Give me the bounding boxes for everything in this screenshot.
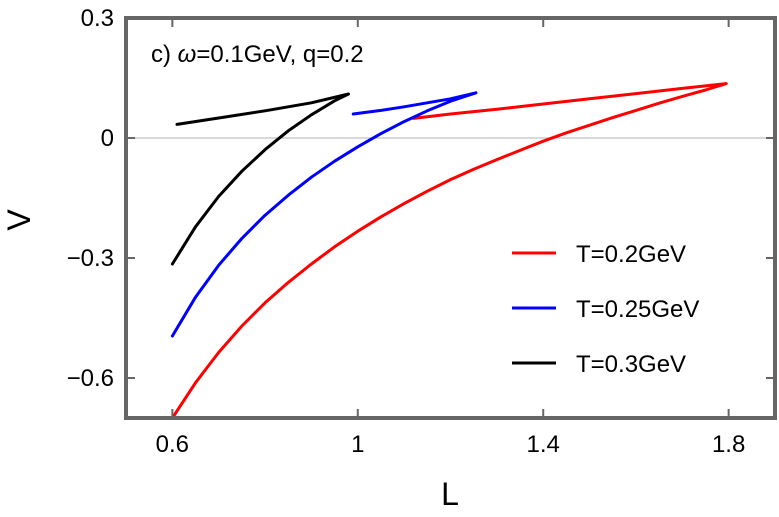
plot-frame [124,16,777,420]
x-tick-label: 1.4 [527,431,560,458]
tick-labels-layer: 0.6 1 1.4 1.8 0.3 0 −0.3 −0.6 [67,5,746,458]
legend: T=0.2GeV T=0.25GeV T=0.3GeV [512,241,699,378]
y-tick-label: −0.6 [67,365,114,392]
y-tick-label: 0.3 [81,5,114,32]
series-line-2 [170,91,478,338]
x-tick-label: 1.8 [712,431,745,458]
legend-label-3: T=0.3GeV [576,351,686,378]
series-line-1 [170,82,728,420]
series-layer [170,82,728,420]
y-tick-label: −0.3 [67,245,114,272]
ticks-layer [126,17,775,418]
legend-label-2: T=0.25GeV [576,296,699,323]
panel-annotation: c) ω=0.1GeV, q=0.2 [151,41,364,68]
x-tick-label: 0.6 [156,431,189,458]
series-line-3 [170,92,350,266]
x-axis-title: L [441,476,459,512]
x-tick-label: 1 [351,431,364,458]
y-axis-title: V [1,209,37,231]
legend-label-1: T=0.2GeV [576,241,686,268]
y-tick-label: 0 [101,125,114,152]
